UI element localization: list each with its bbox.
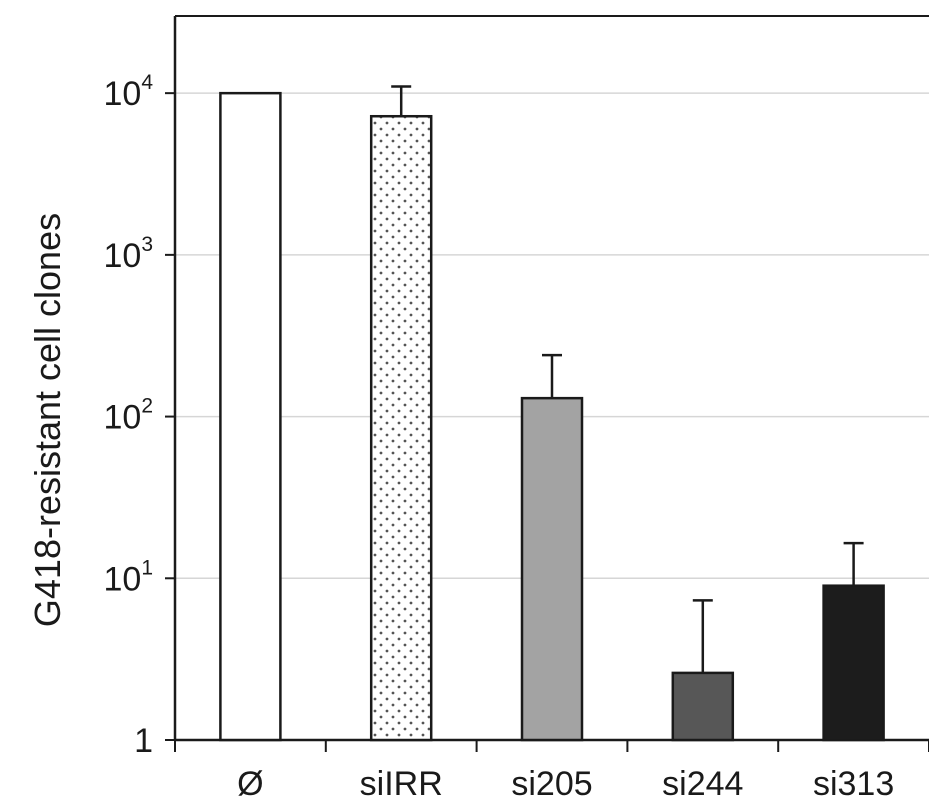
- y-tick-label: 101: [103, 556, 153, 598]
- y-axis-label: G418-resistant cell clones: [27, 213, 68, 627]
- y-tick-label: 104: [103, 71, 153, 113]
- tick-labels: 1 101 102 103 104 Ø siIRR si205 si244 si313: [103, 71, 894, 803]
- bar-si244: [671, 671, 735, 742]
- bar-si205: [520, 396, 584, 742]
- y-tick-label: 102: [103, 395, 153, 437]
- x-tick-label: Ø: [237, 765, 263, 803]
- x-tick-label: si205: [511, 765, 592, 803]
- x-tick-label: si313: [813, 765, 894, 803]
- y-tick-label: 103: [103, 233, 153, 275]
- bar-siIRR: [369, 114, 433, 742]
- axes: [165, 15, 929, 752]
- x-tick-label: si244: [662, 765, 743, 803]
- bar-empty: [219, 91, 282, 742]
- bar-si313: [822, 584, 885, 742]
- x-tick-label: siIRR: [360, 765, 443, 803]
- y-tick-label: 1: [134, 722, 153, 760]
- bars: [219, 85, 885, 742]
